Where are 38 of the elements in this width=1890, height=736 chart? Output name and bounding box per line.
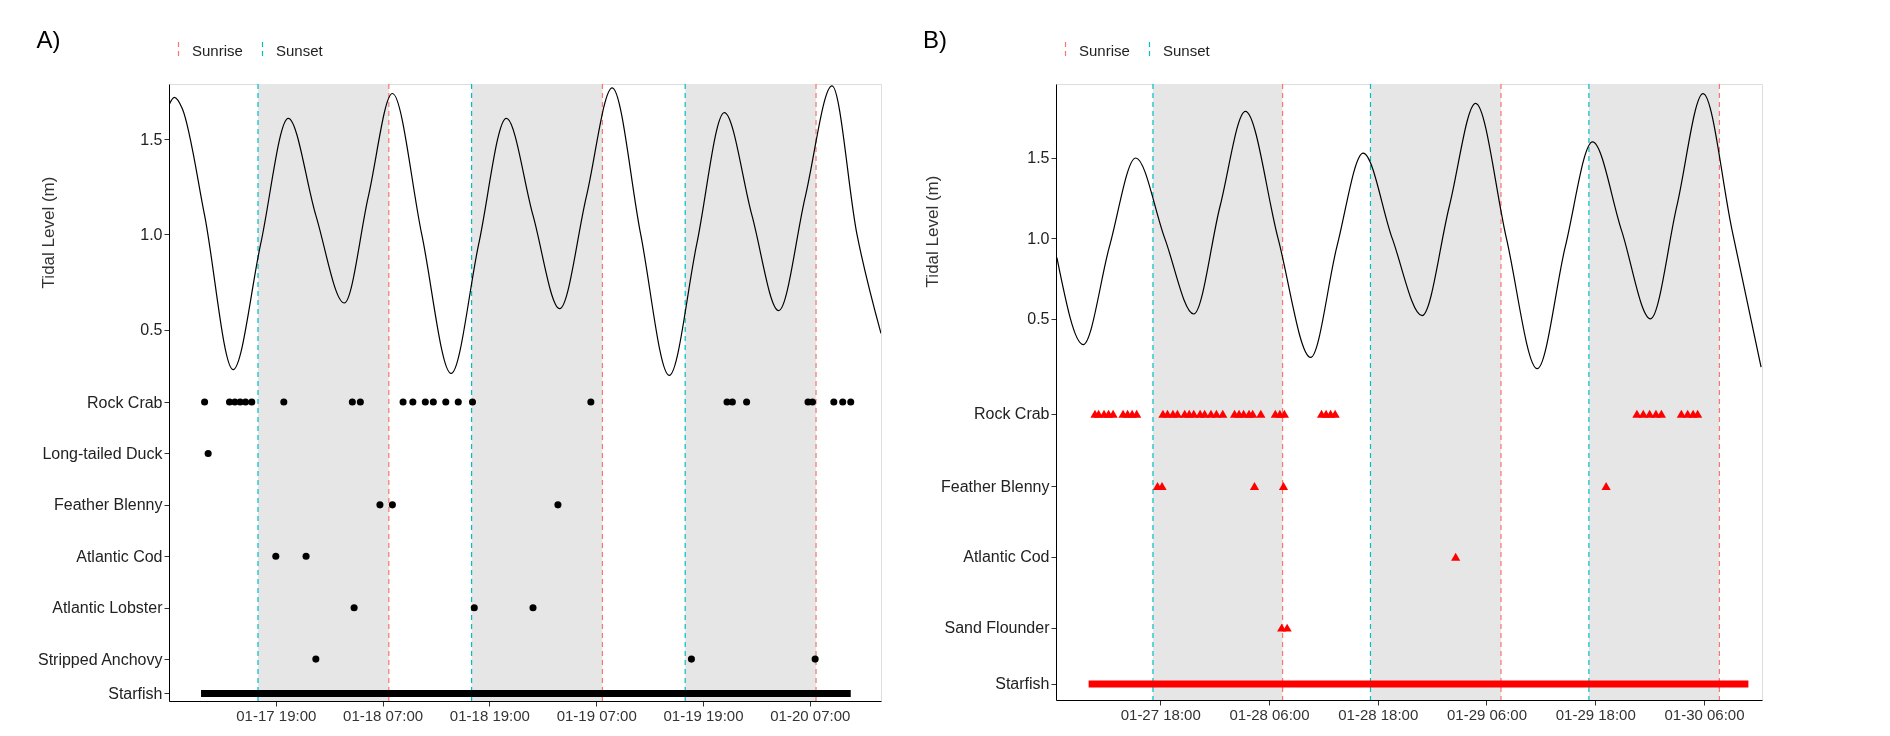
y-tick-label: 0.5 bbox=[1027, 310, 1050, 328]
y-tick-label: Feather Blenny bbox=[53, 496, 163, 514]
y-tick-label: Long-tailed Duck bbox=[42, 444, 164, 462]
chart-title: B) bbox=[923, 26, 947, 53]
x-tick-label: 01-18 07:00 bbox=[343, 706, 424, 724]
y-tick-label: Starfish bbox=[108, 684, 163, 702]
y-axis-title: Tidal Level (m) bbox=[38, 176, 58, 289]
y-tick-label: Atlantic Cod bbox=[963, 548, 1050, 566]
y-tick-label: Atlantic Cod bbox=[76, 547, 163, 565]
y-tick-label: Sand Flounder bbox=[944, 619, 1051, 637]
x-tick-label: 01-20 07:00 bbox=[770, 706, 851, 724]
y-tick-label: 1.5 bbox=[140, 130, 163, 148]
x-tick-label: 01-29 06:00 bbox=[1446, 705, 1528, 723]
legend-label: Sunrise bbox=[192, 41, 243, 59]
y-tick-label: Feather Blenny bbox=[940, 477, 1050, 495]
y-tick-label: Rock Crab bbox=[86, 393, 163, 411]
x-tick-label: 01-17 19:00 bbox=[236, 706, 317, 724]
x-tick-label: 01-27 18:00 bbox=[1120, 705, 1201, 723]
x-tick-label: 01-19 19:00 bbox=[663, 706, 744, 724]
y-tick-label: Atlantic Lobster bbox=[52, 599, 164, 617]
x-tick-label: 01-18 19:00 bbox=[449, 706, 530, 724]
y-tick-label: Stripped Anchovy bbox=[37, 650, 163, 668]
y-tick-label: Starfish bbox=[995, 675, 1050, 693]
y-tick-label: Rock Crab bbox=[973, 405, 1050, 423]
y-tick-label: 1.0 bbox=[1027, 229, 1050, 247]
legend-label: Sunrise bbox=[1079, 41, 1130, 59]
legend-label: Sunset bbox=[1163, 41, 1211, 59]
y-tick-label: 1.0 bbox=[140, 225, 163, 243]
chart-title: A) bbox=[36, 26, 61, 53]
y-tick-label: 1.5 bbox=[1027, 149, 1050, 167]
y-axis-title: Tidal Level (m) bbox=[922, 175, 942, 288]
x-tick-label: 01-28 18:00 bbox=[1338, 705, 1419, 723]
y-tick-label: 0.5 bbox=[140, 321, 163, 339]
x-tick-label: 01-28 06:00 bbox=[1229, 705, 1310, 723]
x-tick-label: 01-19 07:00 bbox=[556, 706, 637, 724]
x-tick-label: 01-29 18:00 bbox=[1555, 705, 1636, 723]
x-tick-label: 01-30 06:00 bbox=[1664, 705, 1745, 723]
legend-label: Sunset bbox=[276, 41, 324, 59]
